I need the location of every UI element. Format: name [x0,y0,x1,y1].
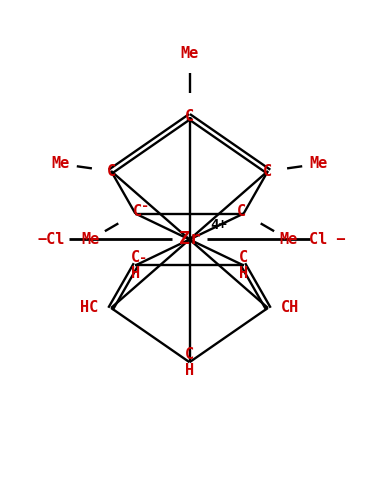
Text: 4+: 4+ [211,218,227,232]
Text: -: - [139,251,147,264]
Text: C: C [106,163,116,179]
Text: H: H [131,266,140,281]
Text: Me: Me [52,157,70,171]
Text: CH: CH [280,300,299,316]
Text: Me: Me [180,46,199,60]
Text: C: C [237,204,246,219]
Text: C: C [239,250,248,265]
Text: H: H [185,363,194,377]
Text: Cl −: Cl − [309,232,346,247]
Text: Me: Me [309,157,327,171]
Text: −Cl: −Cl [38,232,65,247]
Text: H: H [239,266,248,281]
Text: Zr: Zr [179,230,200,249]
Text: -: - [141,199,149,213]
Text: HC: HC [80,300,99,316]
Text: C: C [133,204,142,219]
Text: Me: Me [81,232,100,247]
Text: C: C [185,109,194,124]
Text: C: C [185,347,194,362]
Text: Me: Me [279,232,298,247]
Text: C: C [263,163,273,179]
Text: C: C [131,250,140,265]
